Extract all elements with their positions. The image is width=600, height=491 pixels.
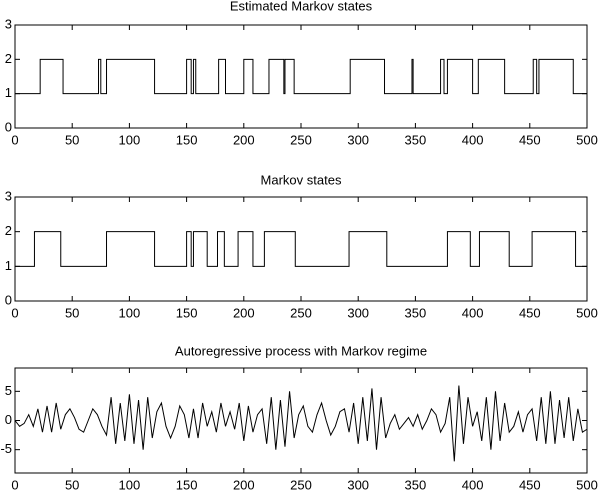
x-tick-label: 200: [233, 305, 255, 320]
chart-title: Autoregressive process with Markov regim…: [175, 343, 427, 358]
y-tick-label: 3: [5, 16, 12, 31]
x-tick-label: 50: [65, 477, 79, 491]
x-tick-label: 500: [576, 305, 598, 320]
axes-frame: [14, 196, 588, 302]
x-tick-label: 300: [347, 305, 369, 320]
chart-title: Markov states: [261, 172, 342, 187]
x-tick-label: 250: [290, 132, 312, 147]
chart-title: Estimated Markov states: [230, 0, 373, 13]
x-tick-label: 350: [405, 132, 427, 147]
x-tick-label: 0: [11, 305, 18, 320]
x-tick-label: 0: [11, 477, 18, 491]
y-tick-label: 1: [5, 85, 12, 100]
y-tick-label: -5: [0, 441, 12, 456]
x-tick-label: 250: [290, 477, 312, 491]
y-tick-label: 0: [5, 292, 12, 307]
data-line: [15, 231, 587, 267]
x-tick-label: 300: [347, 477, 369, 491]
y-tick-label: 5: [5, 383, 12, 398]
x-tick-label: 200: [233, 477, 255, 491]
x-tick-label: 50: [65, 132, 79, 147]
x-tick-label: 100: [119, 477, 141, 491]
y-tick-label: 1: [5, 258, 12, 273]
x-tick-label: 0: [11, 132, 18, 147]
x-tick-label: 450: [519, 132, 541, 147]
data-line: [14, 385, 588, 462]
x-tick-label: 450: [519, 305, 541, 320]
axes-frame: [14, 367, 588, 474]
y-tick-label: 2: [5, 51, 12, 66]
x-tick-label: 200: [233, 132, 255, 147]
x-tick-label: 450: [519, 477, 541, 491]
x-tick-label: 400: [462, 305, 484, 320]
x-tick-label: 300: [347, 132, 369, 147]
x-tick-label: 150: [176, 132, 198, 147]
x-tick-label: 100: [119, 132, 141, 147]
data-line: [15, 58, 587, 95]
y-tick-label: 3: [5, 188, 12, 203]
x-tick-label: 400: [462, 132, 484, 147]
x-tick-label: 250: [290, 305, 312, 320]
x-tick-label: 500: [576, 477, 598, 491]
x-tick-label: 150: [176, 477, 198, 491]
x-tick-label: 400: [462, 477, 484, 491]
x-tick-label: 50: [65, 305, 79, 320]
y-tick-label: 0: [5, 119, 12, 134]
x-tick-label: 150: [176, 305, 198, 320]
y-tick-label: 2: [5, 223, 12, 238]
x-tick-label: 100: [119, 305, 141, 320]
x-tick-label: 350: [405, 305, 427, 320]
y-tick-label: 0: [5, 412, 12, 427]
x-tick-label: 350: [405, 477, 427, 491]
x-tick-label: 500: [576, 132, 598, 147]
